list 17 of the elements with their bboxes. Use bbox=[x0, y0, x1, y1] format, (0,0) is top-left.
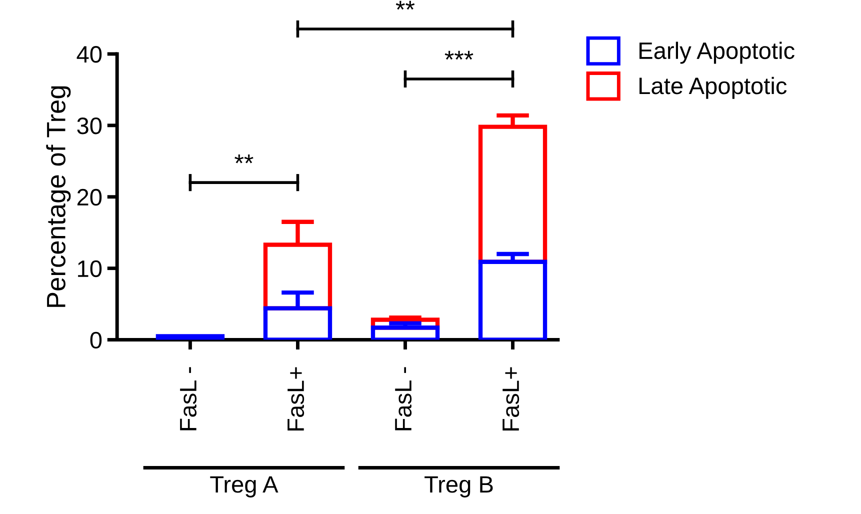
text: ** bbox=[396, 0, 415, 10]
y-tick-label: 30 bbox=[77, 117, 102, 134]
legend-label: Early Apoptotic bbox=[640, 42, 794, 64]
x-tick-label: FasL - bbox=[180, 367, 197, 430]
y-tick-label: 0 bbox=[90, 332, 102, 349]
y-axis-title: Percentage of Treg bbox=[46, 86, 71, 307]
x-tick-label: FasL+ bbox=[502, 367, 520, 430]
y-tick-label: 20 bbox=[77, 188, 102, 206]
text: Treg A bbox=[210, 476, 278, 498]
annotation: *** bbox=[444, 50, 474, 60]
legend-label: Late Apoptotic bbox=[640, 76, 787, 99]
x-tick-label: FasL - bbox=[395, 367, 412, 430]
text: Treg B bbox=[424, 476, 493, 498]
x-tick-label: FasL+ bbox=[288, 367, 304, 430]
y-tick-label: 40 bbox=[76, 46, 102, 63]
annotation: ** bbox=[234, 154, 254, 164]
y-tick-label: 10 bbox=[78, 260, 102, 278]
